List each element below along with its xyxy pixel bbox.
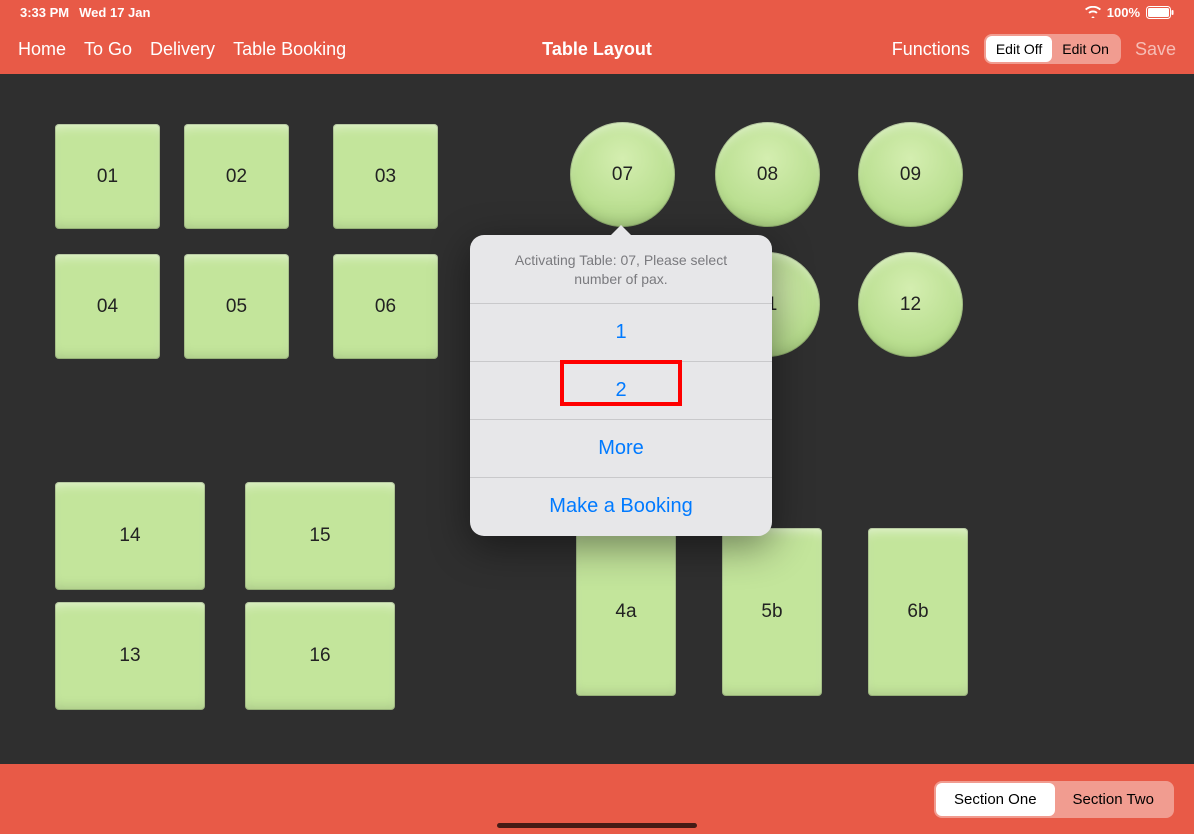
popover-message: Activating Table: 07, Please select numb… [470,235,772,304]
pax-option-more[interactable]: More [470,420,772,478]
table-07[interactable]: 07 [570,122,675,227]
status-battery-pct: 100% [1107,5,1140,20]
table-12[interactable]: 12 [858,252,963,357]
table-08[interactable]: 08 [715,122,820,227]
battery-icon [1146,6,1174,19]
edit-toggle[interactable]: Edit Off Edit On [984,34,1121,64]
wifi-icon [1085,6,1101,18]
table-15[interactable]: 15 [245,482,395,590]
pax-option-2[interactable]: 2 [470,362,772,420]
table-06[interactable]: 06 [333,254,438,359]
table-02[interactable]: 02 [184,124,289,229]
pax-option-make-a-booking[interactable]: Make a Booking [470,478,772,536]
page-title: Table Layout [542,39,652,60]
save-button[interactable]: Save [1135,39,1176,60]
section-toggle[interactable]: Section One Section Two [934,781,1174,818]
table-04[interactable]: 04 [55,254,160,359]
nav-table-booking[interactable]: Table Booking [233,39,346,60]
nav-home[interactable]: Home [18,39,66,60]
table-5b[interactable]: 5b [722,528,822,696]
table-16[interactable]: 16 [245,602,395,710]
nav-bar: Home To Go Delivery Table Booking Table … [0,24,1194,74]
table-09[interactable]: 09 [858,122,963,227]
home-indicator [497,823,697,828]
pax-popover: Activating Table: 07, Please select numb… [470,235,772,536]
nav-functions[interactable]: Functions [892,39,970,60]
pax-option-1[interactable]: 1 [470,304,772,362]
edit-off-button[interactable]: Edit Off [986,36,1052,62]
table-01[interactable]: 01 [55,124,160,229]
section-one-button[interactable]: Section One [936,783,1055,816]
nav-to-go[interactable]: To Go [84,39,132,60]
table-6b[interactable]: 6b [868,528,968,696]
edit-on-button[interactable]: Edit On [1052,36,1119,62]
status-time: 3:33 PM [20,5,69,20]
table-14[interactable]: 14 [55,482,205,590]
table-4a[interactable]: 4a [576,528,676,696]
status-bar: 3:33 PM Wed 17 Jan 100% [0,0,1194,24]
status-date: Wed 17 Jan [79,5,150,20]
nav-delivery[interactable]: Delivery [150,39,215,60]
table-05[interactable]: 05 [184,254,289,359]
table-13[interactable]: 13 [55,602,205,710]
table-03[interactable]: 03 [333,124,438,229]
highlight-box [560,360,682,406]
section-two-button[interactable]: Section Two [1055,783,1172,816]
